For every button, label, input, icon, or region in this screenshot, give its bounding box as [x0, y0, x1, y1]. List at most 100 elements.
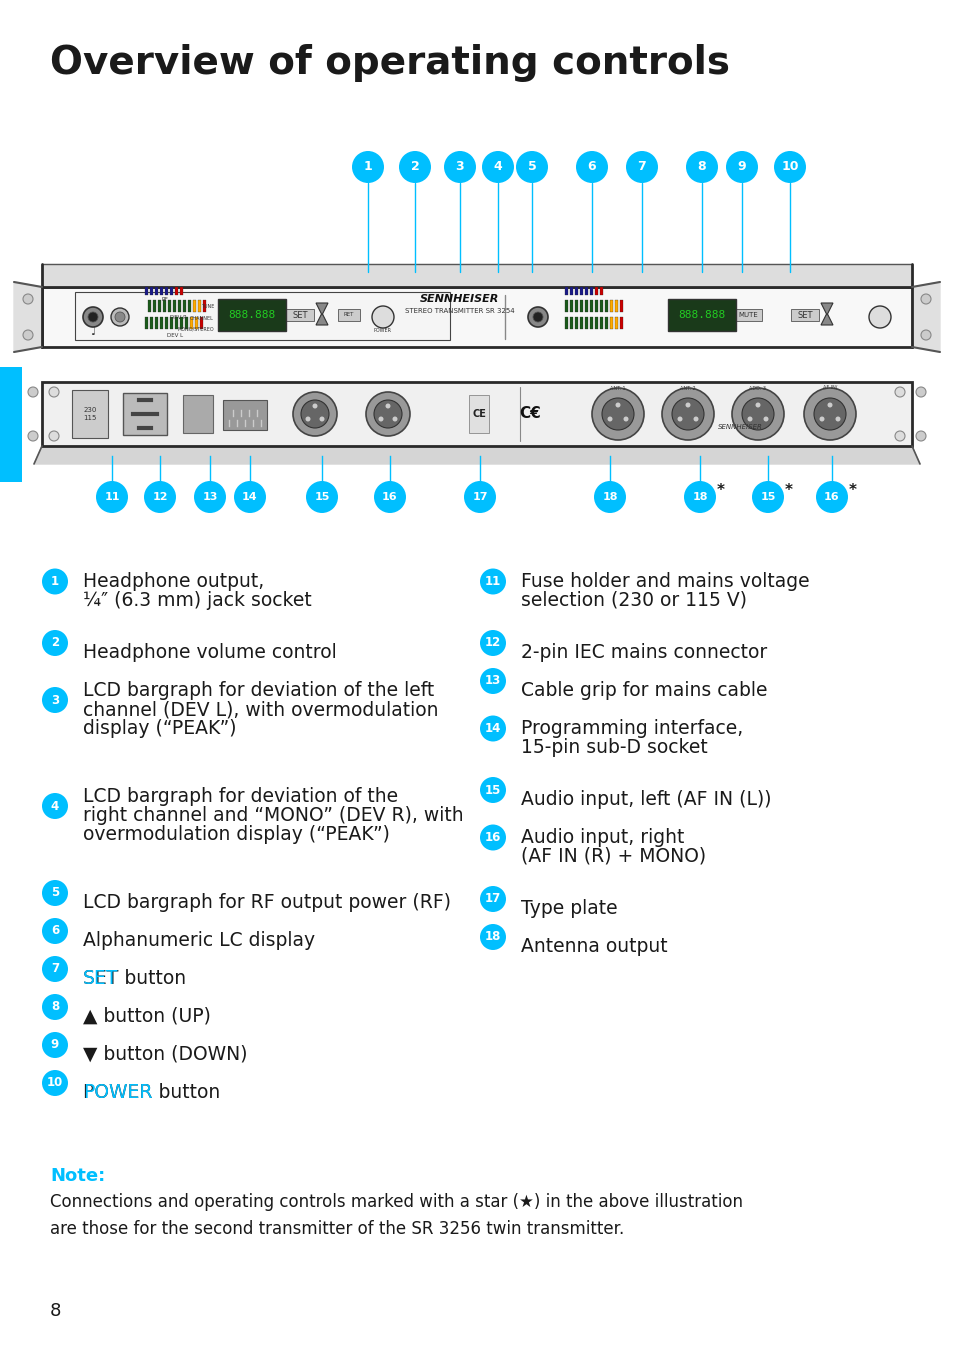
FancyBboxPatch shape	[145, 316, 149, 329]
Text: 3: 3	[51, 694, 59, 707]
FancyBboxPatch shape	[218, 299, 286, 331]
Circle shape	[233, 481, 266, 512]
Text: Type plate: Type plate	[520, 899, 617, 918]
FancyBboxPatch shape	[589, 287, 593, 295]
Circle shape	[42, 687, 68, 713]
Text: 8: 8	[50, 1302, 61, 1320]
FancyBboxPatch shape	[178, 300, 181, 312]
Circle shape	[479, 923, 505, 950]
Circle shape	[479, 568, 505, 595]
Text: 18: 18	[692, 492, 707, 502]
FancyBboxPatch shape	[174, 287, 178, 295]
FancyBboxPatch shape	[604, 300, 608, 312]
Polygon shape	[34, 446, 919, 464]
Text: 16: 16	[382, 492, 397, 502]
Text: Overview of operating controls: Overview of operating controls	[50, 45, 729, 82]
Text: Alphanumeric LC display: Alphanumeric LC display	[83, 932, 314, 950]
Circle shape	[819, 416, 823, 422]
Circle shape	[762, 416, 768, 422]
FancyBboxPatch shape	[188, 300, 192, 312]
FancyBboxPatch shape	[185, 316, 189, 329]
Text: 888.888: 888.888	[228, 310, 275, 320]
Circle shape	[28, 387, 38, 397]
Circle shape	[815, 481, 847, 512]
Text: 14: 14	[242, 492, 257, 502]
Circle shape	[741, 397, 773, 430]
Circle shape	[661, 388, 713, 439]
Circle shape	[755, 403, 760, 407]
FancyBboxPatch shape	[589, 300, 593, 312]
Circle shape	[49, 387, 59, 397]
Text: right channel and “MONO” (DEV R), with: right channel and “MONO” (DEV R), with	[83, 806, 463, 825]
FancyBboxPatch shape	[172, 300, 176, 312]
FancyBboxPatch shape	[564, 287, 568, 295]
FancyBboxPatch shape	[615, 316, 618, 329]
Text: Note:: Note:	[50, 1167, 105, 1184]
Text: POWER: POWER	[83, 1083, 152, 1102]
Text: *: *	[784, 483, 792, 498]
FancyBboxPatch shape	[170, 287, 173, 295]
Text: 13: 13	[202, 492, 217, 502]
FancyBboxPatch shape	[286, 310, 314, 320]
FancyBboxPatch shape	[599, 316, 603, 329]
Text: 15: 15	[484, 784, 500, 796]
FancyBboxPatch shape	[667, 299, 735, 331]
Text: SENNHEISER: SENNHEISER	[420, 293, 499, 304]
Text: overmodulation display (“PEAK”): overmodulation display (“PEAK”)	[83, 825, 390, 844]
Circle shape	[601, 397, 634, 430]
Circle shape	[683, 481, 716, 512]
FancyBboxPatch shape	[200, 316, 203, 329]
Circle shape	[42, 918, 68, 944]
FancyBboxPatch shape	[152, 300, 156, 312]
FancyBboxPatch shape	[575, 316, 578, 329]
Circle shape	[894, 431, 904, 441]
FancyBboxPatch shape	[575, 287, 578, 295]
Text: 13: 13	[484, 675, 500, 688]
Circle shape	[773, 151, 805, 183]
Polygon shape	[42, 383, 911, 446]
Circle shape	[685, 151, 718, 183]
FancyBboxPatch shape	[154, 287, 158, 295]
Circle shape	[479, 630, 505, 656]
Circle shape	[293, 392, 336, 435]
Text: AF IN(: AF IN(	[821, 385, 837, 391]
FancyBboxPatch shape	[599, 287, 603, 295]
FancyBboxPatch shape	[584, 287, 588, 295]
FancyBboxPatch shape	[193, 300, 196, 312]
Text: ▼ button (DOWN): ▼ button (DOWN)	[83, 1045, 247, 1064]
Text: 9: 9	[737, 161, 745, 173]
Circle shape	[374, 481, 406, 512]
FancyBboxPatch shape	[569, 287, 573, 295]
Circle shape	[42, 880, 68, 906]
Text: Audio input, left (AF IN (L)): Audio input, left (AF IN (L))	[520, 790, 771, 808]
FancyBboxPatch shape	[223, 400, 267, 430]
Text: 1: 1	[51, 575, 59, 588]
Circle shape	[693, 416, 698, 422]
FancyBboxPatch shape	[183, 300, 186, 312]
FancyBboxPatch shape	[469, 395, 489, 433]
Text: LCD bargraph for RF output power (RF): LCD bargraph for RF output power (RF)	[83, 894, 451, 913]
Circle shape	[803, 388, 855, 439]
Circle shape	[894, 387, 904, 397]
Circle shape	[374, 400, 401, 429]
Text: Headphone volume control: Headphone volume control	[83, 644, 336, 662]
FancyBboxPatch shape	[42, 287, 911, 347]
Text: MUTE: MUTE	[738, 312, 757, 318]
Circle shape	[533, 312, 542, 322]
Polygon shape	[911, 283, 939, 352]
Circle shape	[725, 151, 758, 183]
FancyBboxPatch shape	[579, 287, 583, 295]
Text: 16: 16	[484, 831, 500, 844]
Circle shape	[516, 151, 547, 183]
FancyBboxPatch shape	[150, 287, 153, 295]
Text: Connections and operating controls marked with a star (★) in the above illustrat: Connections and operating controls marke…	[50, 1192, 742, 1238]
FancyBboxPatch shape	[145, 287, 149, 295]
FancyBboxPatch shape	[163, 300, 167, 312]
FancyBboxPatch shape	[337, 310, 359, 320]
Text: Headphone output,: Headphone output,	[83, 572, 264, 591]
Text: 6: 6	[587, 161, 596, 173]
FancyBboxPatch shape	[604, 316, 608, 329]
Circle shape	[96, 481, 128, 512]
Text: 14: 14	[484, 722, 500, 735]
Text: 15-pin sub-D socket: 15-pin sub-D socket	[520, 738, 707, 757]
